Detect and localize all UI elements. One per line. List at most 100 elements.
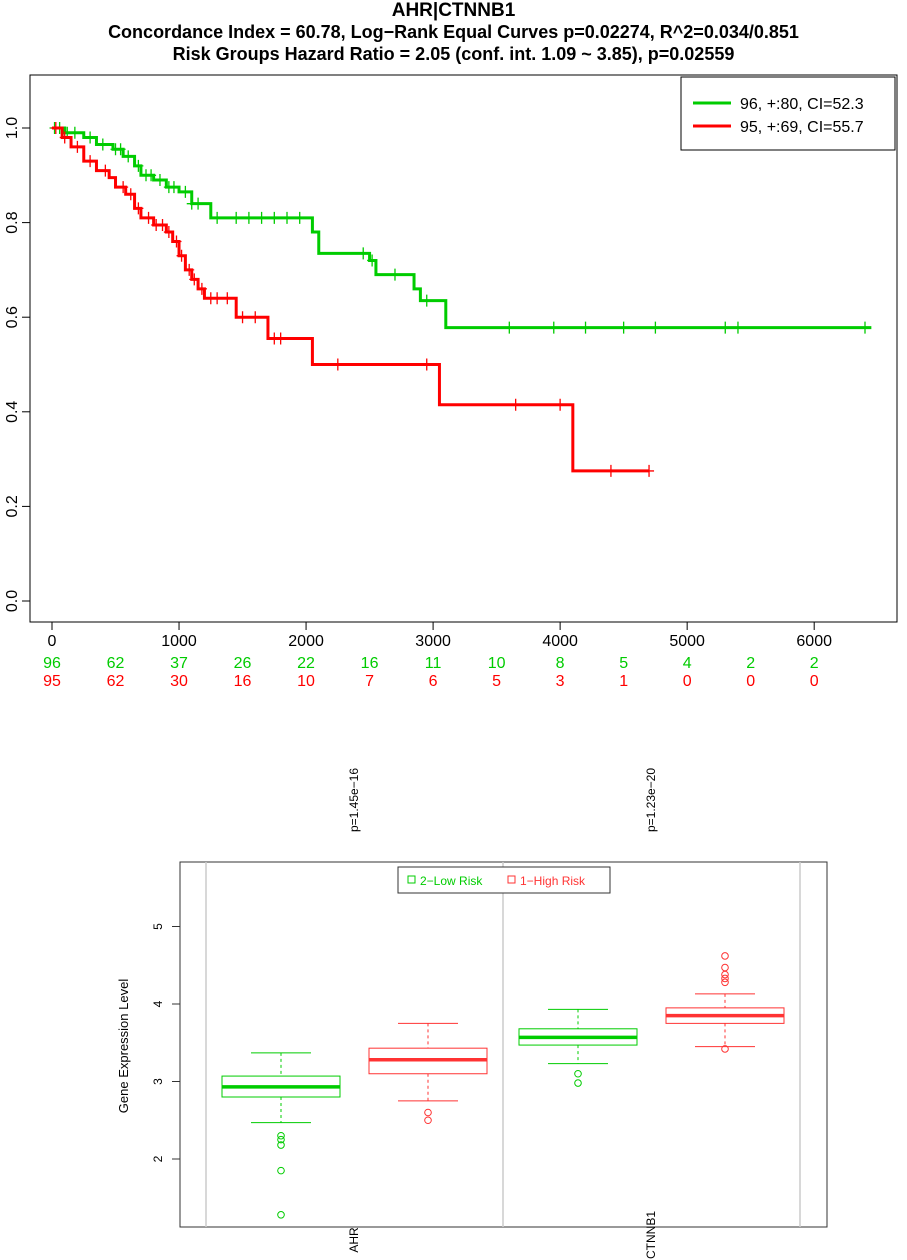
km-censor-mark bbox=[193, 197, 204, 210]
km-legend: 96, +:80, CI=52.3 95, +:69, CI=55.7 bbox=[680, 76, 896, 151]
km-censor-mark bbox=[115, 143, 126, 156]
km-x-axis: 0 1000 2000 3000 4000 5000 6000 bbox=[48, 622, 832, 650]
km-censor-mark bbox=[100, 164, 111, 177]
km-censor-mark bbox=[732, 321, 743, 334]
km-censor-mark bbox=[421, 358, 432, 371]
km-censor-mark bbox=[548, 321, 559, 334]
box-outlier bbox=[277, 1141, 285, 1149]
km-censor-mark bbox=[212, 211, 223, 224]
km-risk-low-value: 37 bbox=[170, 655, 188, 672]
km-censor-mark bbox=[555, 398, 566, 411]
km-censor-mark bbox=[143, 211, 154, 224]
km-risk-low-value: 8 bbox=[556, 655, 565, 672]
chart-subtitle-hazard-ratio: Risk Groups Hazard Ratio = 2.05 (conf. i… bbox=[172, 44, 735, 64]
box-ahr-high bbox=[368, 1022, 488, 1125]
box-outlier bbox=[721, 978, 729, 987]
box-gene-label: CTNNB1 bbox=[644, 1211, 658, 1259]
km-legend-box bbox=[680, 76, 896, 151]
km-risk-high-value: 0 bbox=[746, 673, 755, 690]
box-outlier bbox=[424, 1108, 432, 1117]
box-legend-swatch-high bbox=[507, 875, 516, 884]
box-y-axis: 2 3 4 5 bbox=[151, 923, 180, 1162]
km-risk-low-value: 2 bbox=[810, 655, 819, 672]
km-censor-mark bbox=[294, 211, 305, 224]
km-risk-low-value: 4 bbox=[683, 655, 692, 672]
km-risk-low-value: 22 bbox=[297, 655, 315, 672]
km-y-tick-label: 0.0 bbox=[4, 590, 21, 612]
km-censor-mark bbox=[332, 358, 343, 371]
km-censor-mark bbox=[250, 311, 261, 324]
km-y-tick-label: 0.2 bbox=[4, 495, 21, 517]
km-censor-mark bbox=[157, 218, 168, 231]
km-series-line-1 bbox=[52, 126, 650, 473]
km-censor-mark bbox=[618, 321, 629, 334]
km-censor-mark bbox=[133, 159, 144, 172]
km-risk-high-value: 62 bbox=[107, 673, 125, 690]
km-x-tick-label: 0 bbox=[48, 633, 57, 650]
km-censor-mark bbox=[231, 211, 242, 224]
km-censor-mark bbox=[580, 321, 591, 334]
km-x-tick-label: 6000 bbox=[796, 633, 832, 650]
box-outlier bbox=[721, 952, 729, 960]
km-censor-mark bbox=[421, 294, 432, 307]
box-outlier bbox=[574, 1069, 582, 1078]
km-risk-high-value: 3 bbox=[556, 673, 565, 690]
km-censor-mark bbox=[72, 140, 83, 153]
km-y-tick-label: 1.0 bbox=[4, 117, 21, 139]
km-censor-mark bbox=[650, 321, 661, 334]
km-y-tick-label: 0.6 bbox=[4, 306, 21, 328]
box-legend-label-high: 1−High Risk bbox=[520, 874, 586, 888]
km-censor-mark bbox=[163, 226, 174, 239]
chart-title: AHR|CTNNB1 bbox=[391, 0, 516, 21]
box-y-tick-label: 4 bbox=[151, 1000, 165, 1007]
km-censor-mark bbox=[97, 138, 108, 151]
km-censor-mark bbox=[196, 282, 207, 295]
box-outlier bbox=[721, 963, 729, 972]
km-censor-mark bbox=[282, 211, 293, 224]
km-censor-mark bbox=[125, 188, 136, 201]
km-censor-mark bbox=[85, 155, 96, 168]
box-legend-swatch-low bbox=[407, 875, 416, 884]
km-censor-mark bbox=[510, 398, 521, 411]
km-censor-mark bbox=[605, 464, 616, 477]
km-censor-mark bbox=[184, 263, 195, 276]
chart-subtitle-concordance: Concordance Index = 60.78, Log−Rank Equa… bbox=[108, 22, 799, 42]
km-legend-label-high: 95, +:69, CI=55.7 bbox=[740, 119, 864, 136]
box-y-tick-label: 2 bbox=[151, 1155, 165, 1162]
box-gene-groups: p=1.45e−16 AHR p=1.23e−20 CTNNB1 bbox=[221, 768, 785, 1259]
km-censor-mark bbox=[85, 131, 96, 144]
km-risk-high-value: 16 bbox=[234, 673, 252, 690]
km-risk-high-value: 0 bbox=[810, 673, 819, 690]
km-risk-high-value: 5 bbox=[492, 673, 501, 690]
km-censor-mark bbox=[180, 185, 191, 198]
km-censor-mark bbox=[860, 321, 870, 334]
km-censor-mark bbox=[59, 131, 70, 144]
box-gene-pvalue: p=1.45e−16 bbox=[347, 768, 361, 832]
box-outlier bbox=[277, 1131, 285, 1140]
km-censor-mark bbox=[243, 211, 254, 224]
km-y-tick-label: 0.8 bbox=[4, 211, 21, 233]
km-censor-mark bbox=[237, 311, 248, 324]
box-outlier bbox=[721, 1045, 729, 1053]
km-censor-mark bbox=[367, 254, 378, 267]
box-y-tick-label: 5 bbox=[151, 923, 165, 930]
km-series-group bbox=[49, 122, 872, 477]
box-ahr-low bbox=[221, 1052, 341, 1219]
km-x-tick-label: 4000 bbox=[542, 633, 578, 650]
km-risk-high-value: 7 bbox=[365, 673, 374, 690]
km-risk-low-value: 11 bbox=[425, 655, 442, 672]
km-censor-mark bbox=[176, 249, 187, 262]
km-censor-mark bbox=[154, 174, 165, 187]
km-risk-low-value: 2 bbox=[746, 655, 755, 672]
km-risk-low-value: 96 bbox=[43, 655, 61, 672]
km-censor-mark bbox=[275, 332, 286, 345]
km-risk-low-value: 10 bbox=[488, 655, 506, 672]
box-ctnnb1-high bbox=[665, 952, 785, 1053]
km-risk-low-value: 26 bbox=[234, 655, 252, 672]
km-risk-high-value: 95 bbox=[43, 673, 61, 690]
km-censor-mark bbox=[168, 181, 179, 194]
km-censor-mark bbox=[133, 202, 144, 215]
km-censor-mark bbox=[389, 268, 400, 281]
km-censor-mark bbox=[123, 150, 134, 163]
